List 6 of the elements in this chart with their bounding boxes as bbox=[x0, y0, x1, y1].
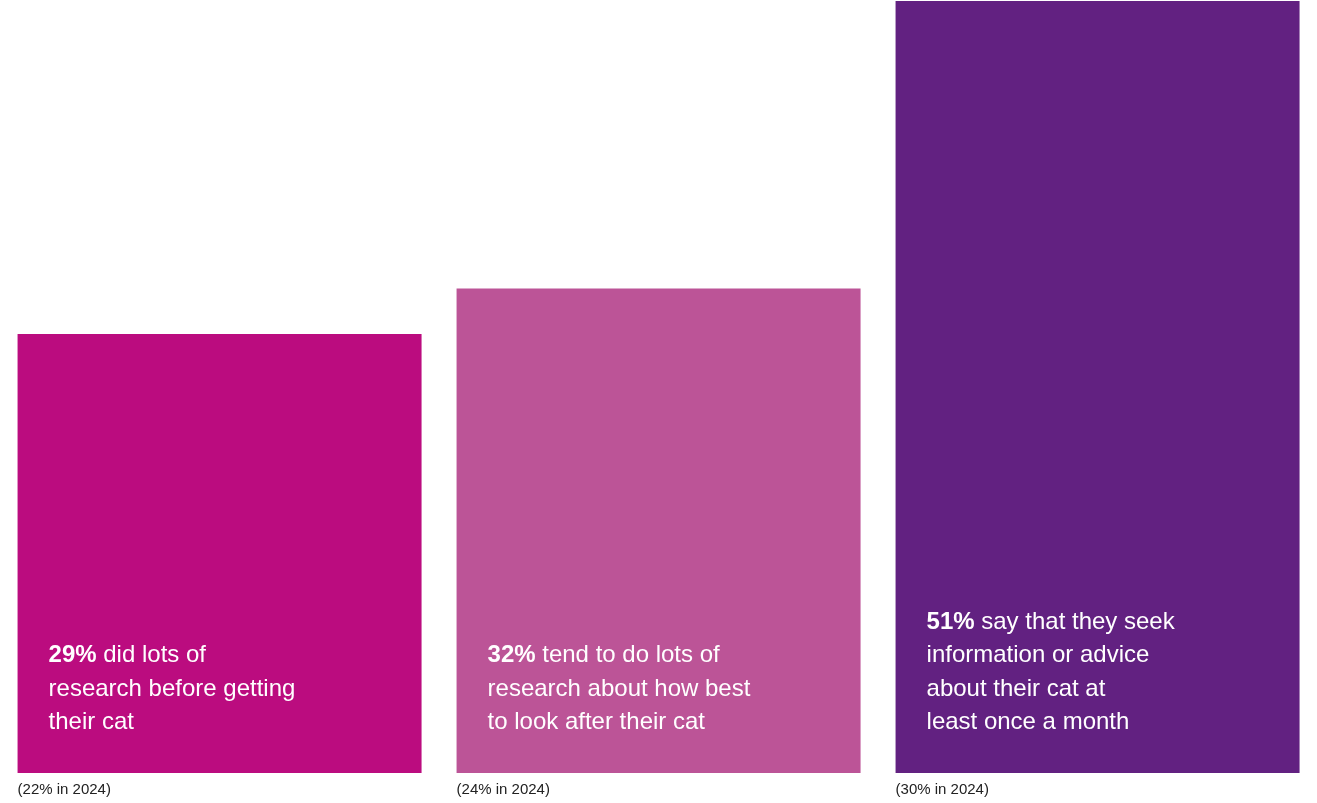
text: (24% in 2024) bbox=[456, 780, 550, 797]
text: (30% in 2024) bbox=[895, 780, 989, 797]
data-label: 51% bbox=[926, 606, 982, 634]
text: (22% in 2024) bbox=[17, 780, 111, 797]
data-label: 29% bbox=[48, 640, 104, 667]
data-label: 32% bbox=[487, 640, 543, 667]
